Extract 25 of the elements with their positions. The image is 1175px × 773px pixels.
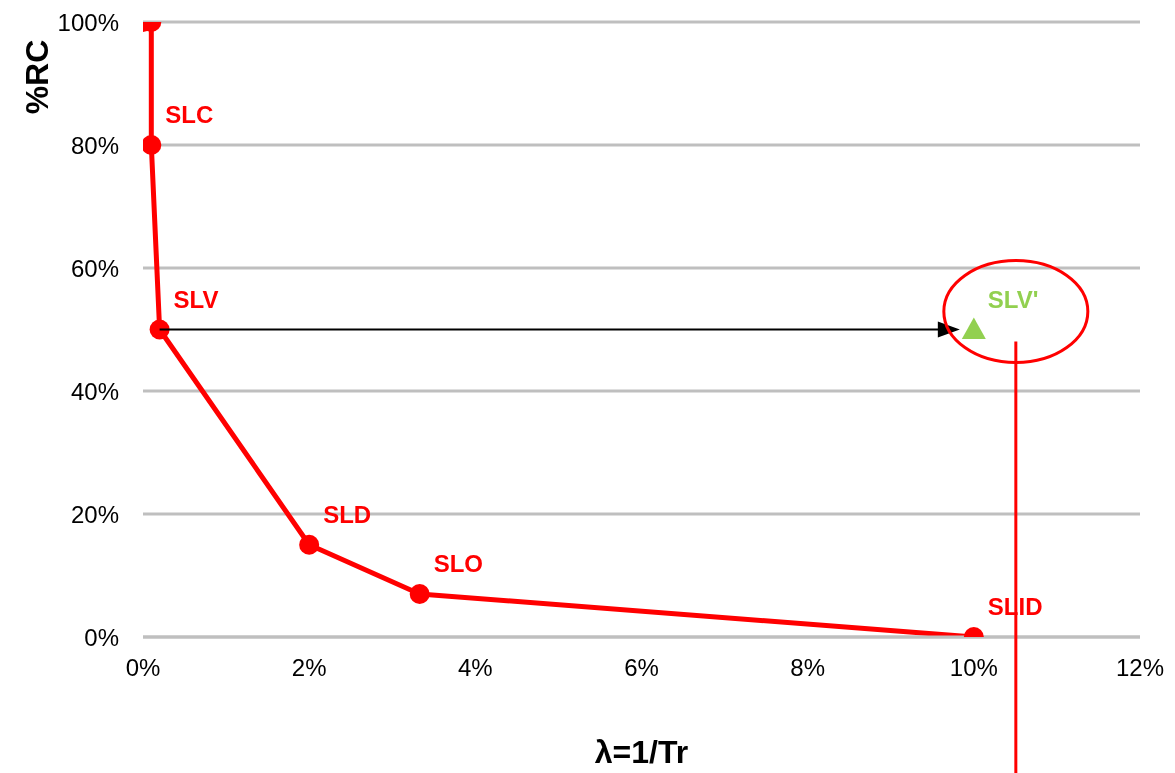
point <box>409 583 430 604</box>
y-tick-label: 40% <box>70 377 119 405</box>
annotation: SLC <box>165 101 214 128</box>
y-tick-label: 80% <box>70 131 119 159</box>
annotation: SLV <box>173 285 219 313</box>
x-tick-label: 8% <box>790 654 826 682</box>
point <box>961 317 986 340</box>
annotation: SLD <box>323 500 372 528</box>
y-tick-label: 60% <box>70 254 119 282</box>
x-axis-title: λ=1/Tr <box>594 734 689 770</box>
y-tick-label: 20% <box>70 500 119 528</box>
point <box>149 319 170 340</box>
x-tick-label: 0% <box>125 654 161 682</box>
y-tick-label: 0% <box>84 623 119 651</box>
x-tick-label: 6% <box>624 654 659 682</box>
x-tick-label: 12% <box>1115 654 1165 682</box>
x-tick-label: 2% <box>291 654 327 682</box>
annotation: SLV' <box>987 285 1039 313</box>
point <box>143 135 162 155</box>
x-tick-label: 10% <box>949 654 998 682</box>
x-tick-label: 4% <box>457 654 493 682</box>
annotation: SLO <box>433 549 484 577</box>
point <box>299 534 320 555</box>
y-axis-title: %RC <box>18 39 55 115</box>
y-tick-label: 100% <box>57 8 119 36</box>
